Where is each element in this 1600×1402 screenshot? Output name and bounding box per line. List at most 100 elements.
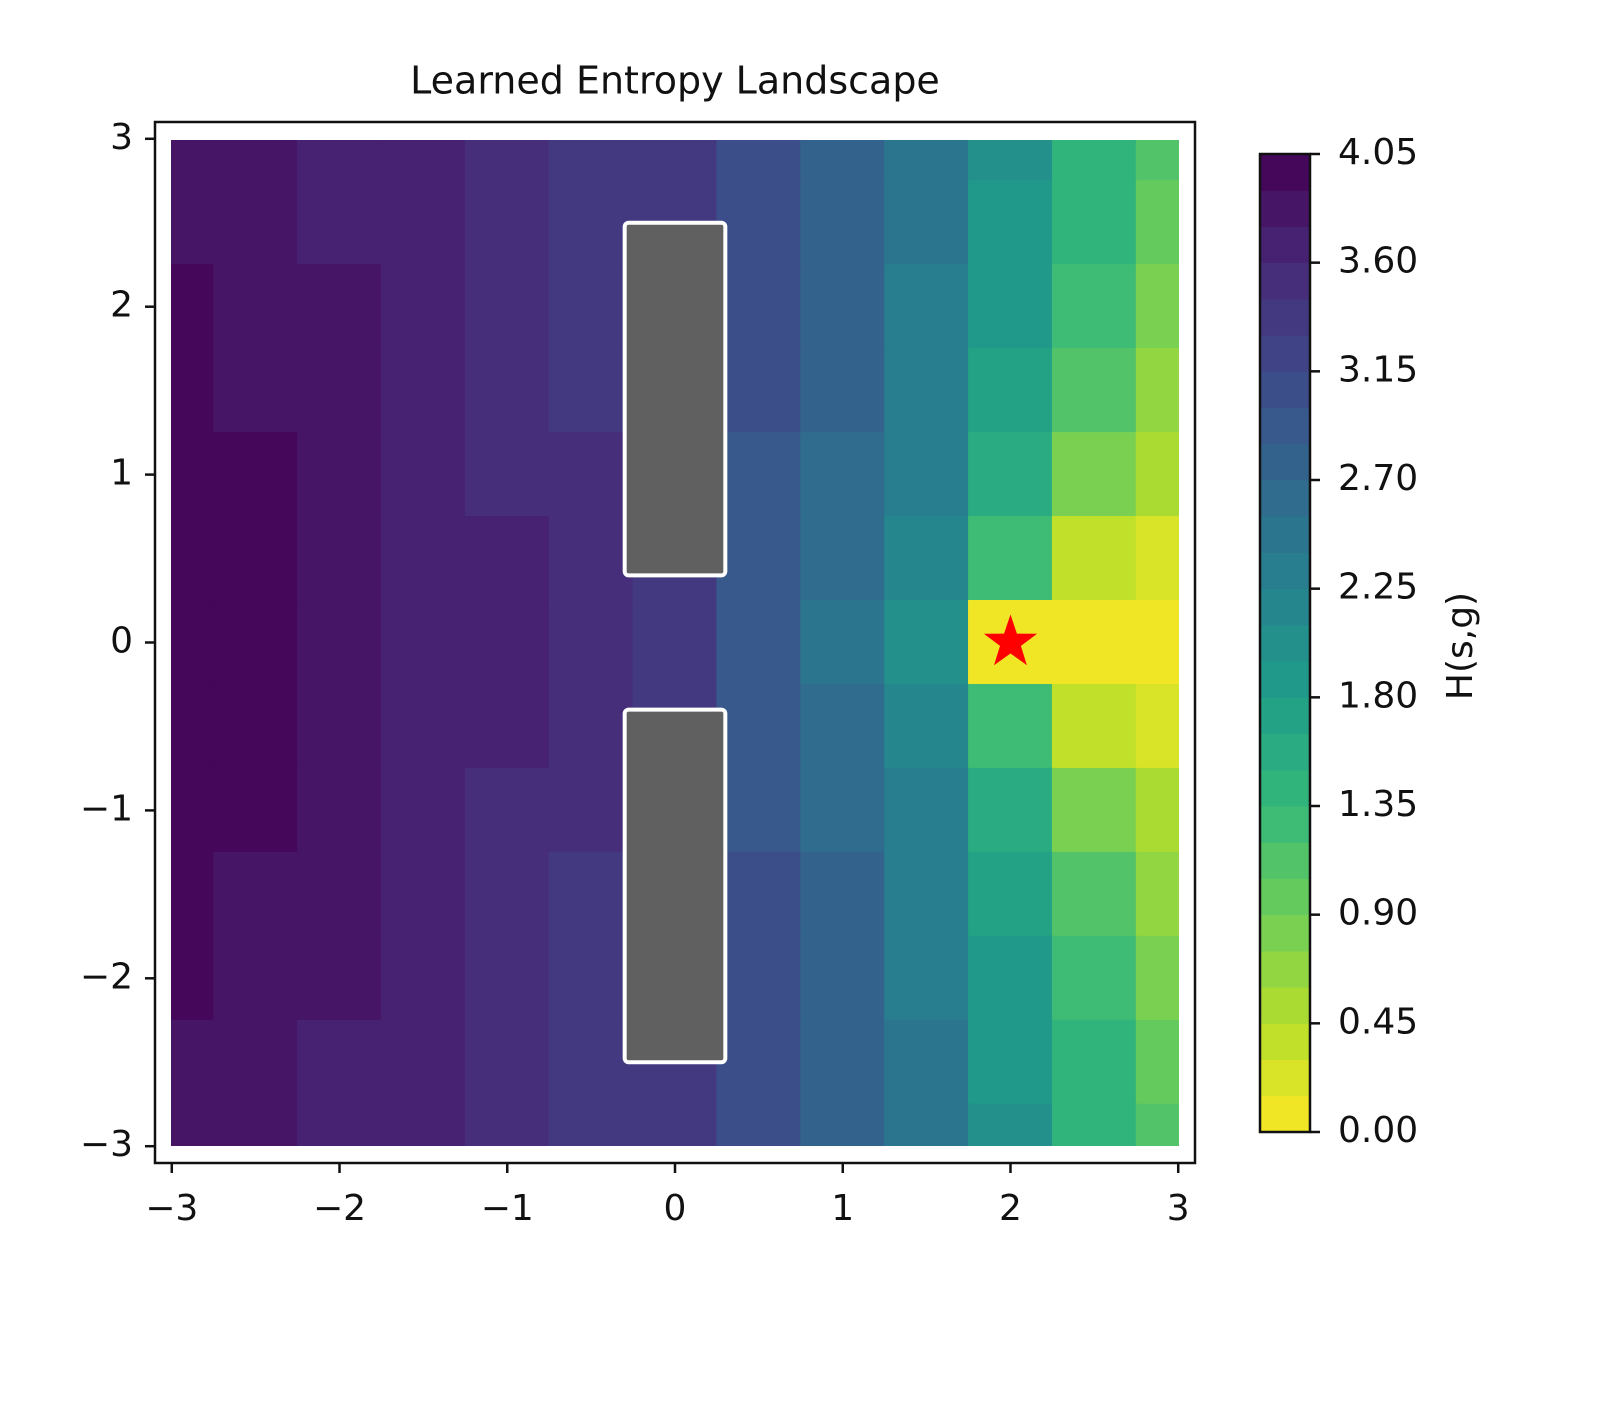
y-tick-label: 3 xyxy=(110,117,133,158)
contour-cell xyxy=(716,600,802,685)
contour-cell xyxy=(213,851,299,937)
contour-cell xyxy=(1135,432,1179,518)
contour-cell xyxy=(380,432,466,518)
contour-cell xyxy=(380,683,466,769)
y-tick-label: 2 xyxy=(110,285,133,326)
contour-cell xyxy=(171,767,215,853)
colorbar-band xyxy=(1260,551,1310,590)
contour-cell xyxy=(800,264,886,350)
contour-cell xyxy=(380,264,466,350)
contour-cell xyxy=(213,516,299,602)
colorbar-band xyxy=(1260,624,1310,662)
contour-cell xyxy=(213,140,299,182)
contour-cell xyxy=(800,348,886,434)
contour-cell xyxy=(884,1019,970,1105)
contour-cell xyxy=(213,432,299,518)
contour-cell xyxy=(1135,264,1179,350)
contour-cell xyxy=(800,1103,886,1146)
colorbar-band xyxy=(1260,841,1310,879)
contour-cell xyxy=(800,600,886,685)
contour-cell xyxy=(1051,1103,1137,1146)
contour-cell xyxy=(800,683,886,769)
contour-cell xyxy=(171,140,215,182)
contour-cell xyxy=(464,600,550,685)
contour-cell xyxy=(800,140,886,182)
colorbar-band xyxy=(1260,479,1310,517)
colorbar-band xyxy=(1260,660,1310,698)
contour-cell xyxy=(297,432,382,518)
contour-cell xyxy=(1135,683,1179,769)
contour-cell xyxy=(884,432,970,518)
contour-cell xyxy=(884,140,970,182)
contour-cell xyxy=(213,1019,299,1105)
contour-cell xyxy=(1051,1019,1137,1105)
contour-cell xyxy=(800,767,886,853)
contour-cell xyxy=(548,264,634,350)
contour-cell xyxy=(884,683,970,769)
contour-cell xyxy=(800,432,886,518)
obstacle xyxy=(622,220,728,578)
contour-cell xyxy=(884,600,970,685)
colorbar-tick-label: 0.45 xyxy=(1338,1001,1418,1042)
contour-cell xyxy=(548,683,634,769)
contour-cell xyxy=(548,180,634,266)
contour-cell xyxy=(1051,851,1137,937)
obstacle xyxy=(622,707,728,1065)
y-tick-label: −1 xyxy=(80,788,133,829)
contour-cell xyxy=(1051,600,1137,685)
y-tick-label: −3 xyxy=(80,1124,133,1165)
contour-cell xyxy=(171,264,215,350)
contour-cell xyxy=(884,851,970,937)
contour-cell xyxy=(884,767,970,853)
contour-cell xyxy=(380,348,466,434)
contour-cell xyxy=(297,935,382,1021)
contour-cell xyxy=(548,767,634,853)
y-tick-label: −2 xyxy=(80,956,133,997)
colorbar-band xyxy=(1260,443,1310,481)
contour-cell xyxy=(380,851,466,937)
contour-cell xyxy=(380,935,466,1021)
colorbar-band xyxy=(1260,769,1310,807)
contour-cell xyxy=(297,600,382,685)
colorbar-tick-label: 0.00 xyxy=(1338,1110,1418,1151)
contour-cell xyxy=(1135,600,1179,685)
colorbar-band xyxy=(1260,225,1310,264)
colorbar-band xyxy=(1260,1095,1310,1133)
contour-cell xyxy=(1051,140,1137,182)
y-tick-label: 1 xyxy=(110,453,133,494)
contour-cell xyxy=(716,1103,802,1146)
colorbar-band xyxy=(1260,914,1310,952)
contour-cell xyxy=(884,1103,970,1146)
contour-cell xyxy=(548,1019,634,1105)
contour-cell xyxy=(297,1103,382,1146)
y-tick-label: 0 xyxy=(110,621,133,662)
contour-cell xyxy=(716,140,802,182)
contour-cell xyxy=(716,516,802,602)
x-tick-label: 2 xyxy=(999,1188,1022,1229)
colorbar-label: H(s,g) xyxy=(1440,592,1481,700)
contour-cell xyxy=(716,180,802,266)
contour-cell xyxy=(297,851,382,937)
x-tick-label: −1 xyxy=(481,1188,534,1229)
colorbar-band xyxy=(1260,407,1310,445)
contour-cell xyxy=(1135,180,1179,266)
colorbar-band xyxy=(1260,950,1310,988)
contour-cell xyxy=(213,767,299,853)
contour-cell xyxy=(171,348,215,434)
contour-cell xyxy=(884,516,970,602)
contour-cell xyxy=(968,140,1053,182)
contour-cell xyxy=(968,180,1053,266)
contour-cell xyxy=(716,767,802,853)
x-tick-label: 1 xyxy=(831,1188,854,1229)
contour-cell xyxy=(884,348,970,434)
colorbar-band xyxy=(1260,334,1310,372)
contour-cell xyxy=(213,683,299,769)
contour-cell xyxy=(464,935,550,1021)
colorbar-frame xyxy=(1258,152,1312,1134)
chart-title: Learned Entropy Landscape xyxy=(410,59,940,103)
contour-cell xyxy=(632,1103,718,1146)
contour-cell xyxy=(716,1019,802,1105)
colorbar-band xyxy=(1260,262,1310,300)
contour-cell xyxy=(380,767,466,853)
colorbar-band xyxy=(1260,153,1310,191)
